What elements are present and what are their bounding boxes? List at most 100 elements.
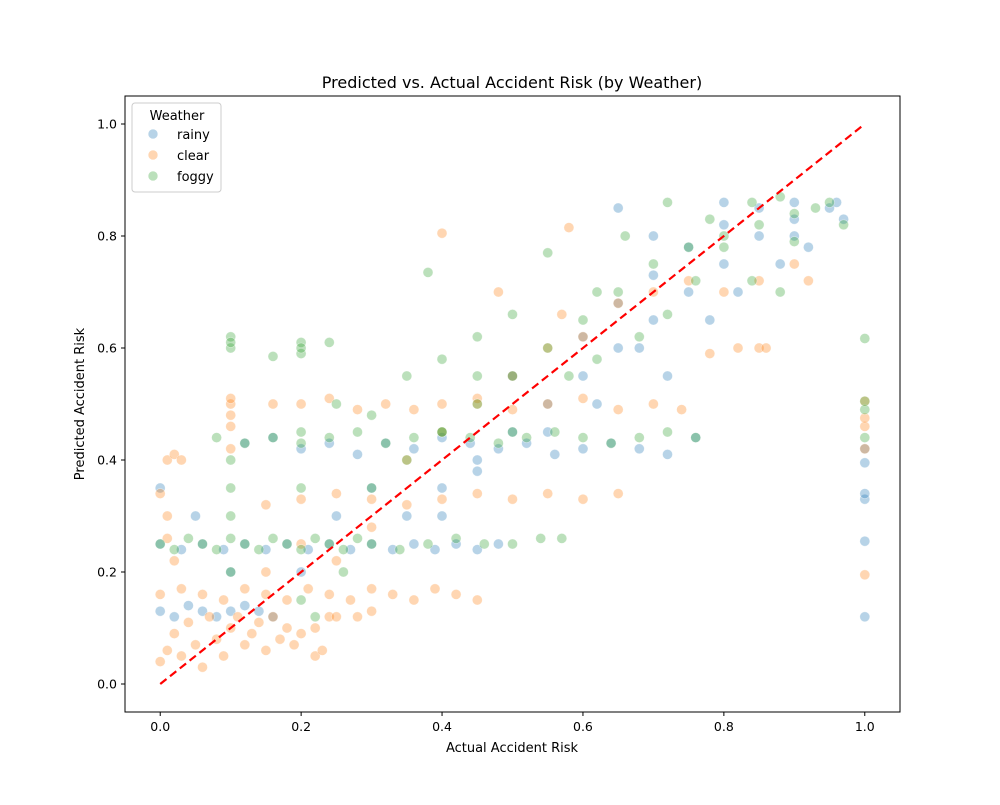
data-point <box>401 370 413 382</box>
legend-label-clear: clear <box>177 149 210 164</box>
data-point <box>176 583 187 595</box>
points-layer <box>154 191 871 673</box>
data-point <box>239 639 251 651</box>
data-point <box>507 538 518 550</box>
data-point <box>197 589 208 600</box>
data-point <box>732 342 744 354</box>
data-point <box>197 538 208 550</box>
data-point <box>471 331 483 343</box>
data-point <box>225 331 236 343</box>
data-point <box>648 258 659 270</box>
data-point <box>345 594 356 606</box>
data-point <box>436 426 448 438</box>
data-point <box>507 426 518 438</box>
legend-entries: rainy clear foggy <box>147 128 214 185</box>
data-point <box>810 202 821 214</box>
y-axis: 0.0 0.2 0.4 0.6 0.8 1.0 <box>97 117 125 692</box>
data-point <box>577 432 589 443</box>
data-point <box>788 258 800 270</box>
data-point <box>295 538 307 550</box>
data-point <box>154 589 166 600</box>
data-point <box>577 443 589 455</box>
data-point <box>352 449 363 460</box>
data-point <box>169 449 180 460</box>
data-point <box>295 544 307 555</box>
data-point <box>295 628 307 639</box>
data-point <box>436 432 448 443</box>
data-point <box>331 611 342 623</box>
data-point <box>859 421 871 432</box>
data-point <box>803 275 814 287</box>
data-point <box>838 219 849 231</box>
data-point <box>753 230 765 242</box>
data-point <box>162 533 173 544</box>
data-point <box>331 555 342 567</box>
data-point <box>225 398 236 410</box>
data-point <box>612 342 624 354</box>
y-axis-label: Predicted Accident Risk <box>73 327 88 480</box>
data-point <box>295 594 307 606</box>
data-point <box>732 286 744 298</box>
data-point <box>211 544 222 555</box>
data-point <box>197 661 208 673</box>
data-point <box>154 488 166 499</box>
legend-title: Weather <box>150 109 205 124</box>
data-point <box>493 538 504 550</box>
data-point <box>436 510 448 522</box>
data-point <box>422 267 434 278</box>
plot-area <box>124 95 901 713</box>
data-point <box>366 493 377 505</box>
data-point <box>648 269 659 281</box>
data-point <box>577 314 589 326</box>
data-point <box>309 622 321 634</box>
data-point <box>859 535 871 547</box>
data-point <box>746 197 758 208</box>
data-point <box>859 457 871 469</box>
data-point <box>295 426 307 438</box>
data-point <box>253 617 265 628</box>
data-point <box>380 437 392 449</box>
legend-label-foggy: foggy <box>177 170 214 185</box>
data-point <box>612 297 624 309</box>
data-point <box>549 449 561 460</box>
data-point <box>267 351 279 362</box>
data-point <box>859 333 871 344</box>
data-point <box>281 622 293 634</box>
data-point <box>788 230 800 242</box>
data-point <box>338 544 349 555</box>
data-point <box>366 482 377 494</box>
data-point <box>239 600 251 611</box>
data-point <box>352 611 363 623</box>
data-point <box>824 202 835 214</box>
data-point <box>493 437 504 449</box>
data-point <box>471 544 483 555</box>
data-point <box>436 398 448 410</box>
data-point <box>591 353 603 365</box>
x-tick-label: 0.4 <box>432 719 452 734</box>
data-point <box>450 538 462 550</box>
data-point <box>323 337 335 348</box>
data-point <box>436 227 448 239</box>
data-point <box>718 258 730 270</box>
data-point <box>605 437 617 449</box>
data-point <box>197 605 208 617</box>
data-point <box>260 645 272 656</box>
data-point <box>366 605 377 617</box>
data-point <box>295 482 307 494</box>
data-point <box>556 309 568 320</box>
data-point <box>493 443 504 455</box>
data-point <box>683 241 694 253</box>
data-point <box>323 589 335 600</box>
data-point <box>225 482 236 494</box>
data-point <box>774 258 786 270</box>
data-point <box>225 393 236 404</box>
data-point <box>218 650 229 662</box>
data-point <box>323 437 335 449</box>
data-point <box>408 443 420 455</box>
data-point <box>331 488 342 499</box>
data-point <box>169 544 180 555</box>
data-point <box>295 342 307 354</box>
data-point <box>521 437 532 449</box>
data-point <box>162 510 173 522</box>
